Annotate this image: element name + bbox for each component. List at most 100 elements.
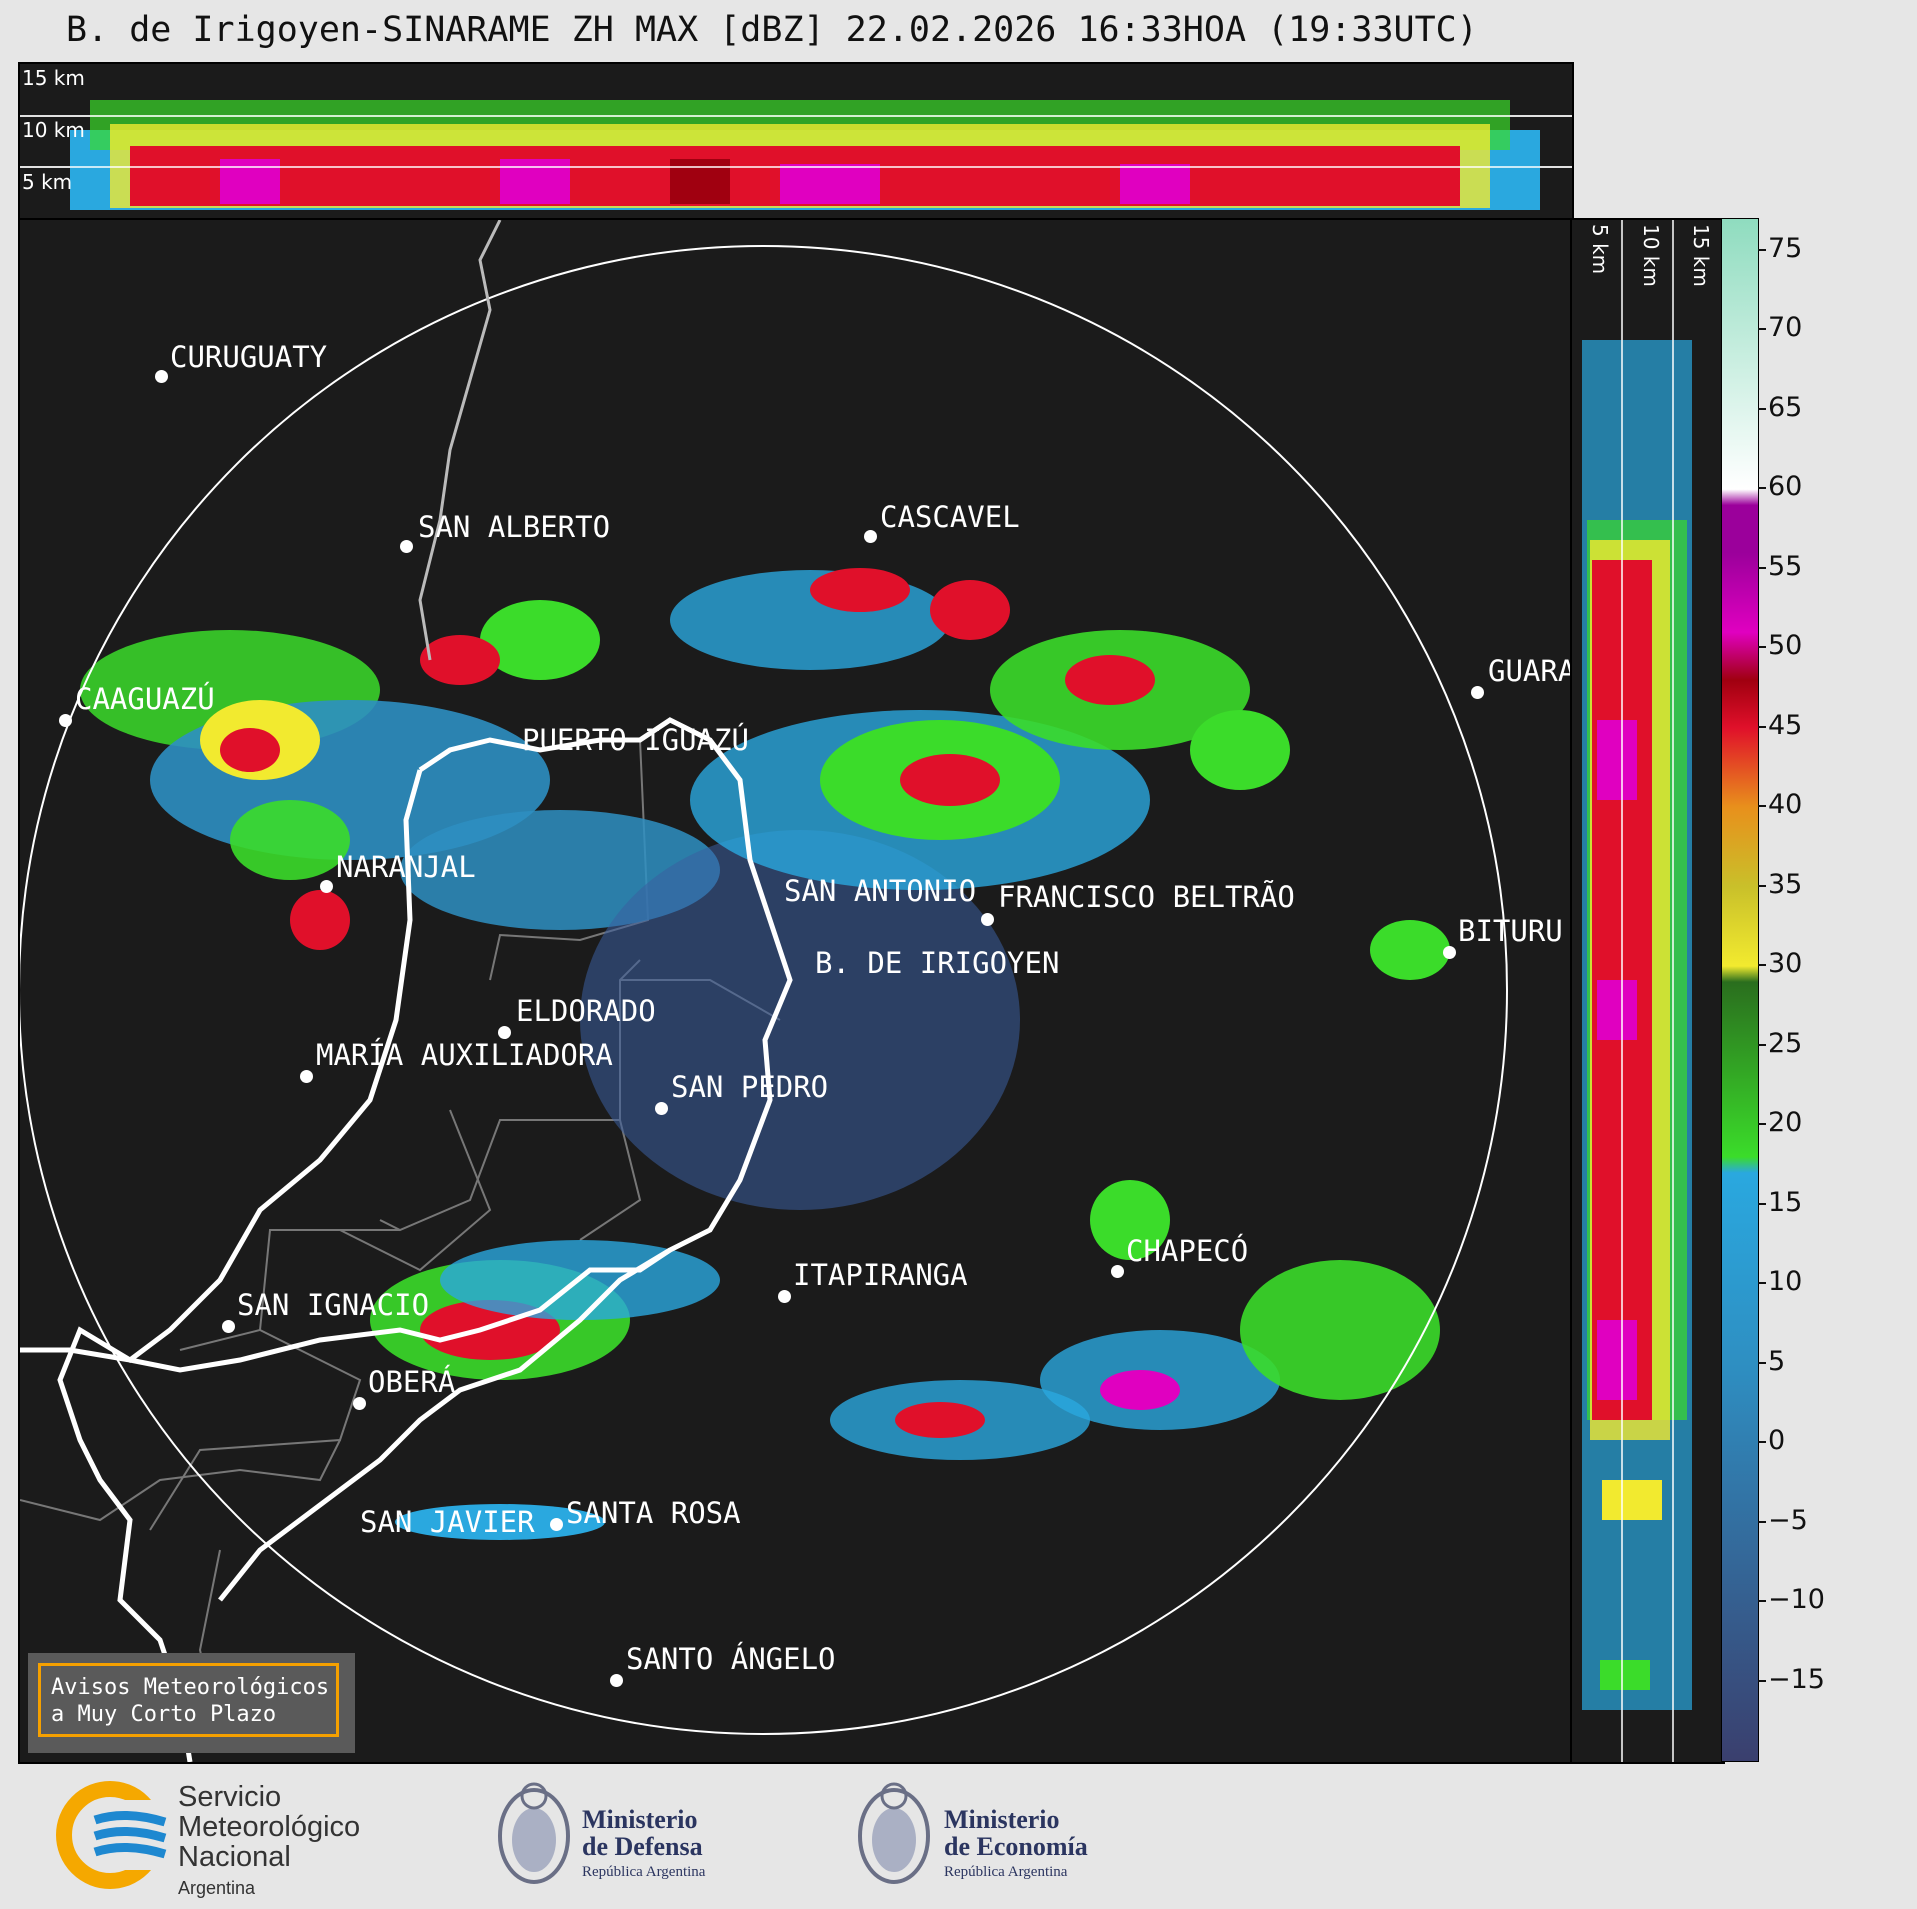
height-label-15km: 15 km <box>22 66 85 90</box>
colorbar-tick-mark <box>1758 884 1766 887</box>
colorbar-tick-label: 40 <box>1768 789 1803 821</box>
city-label-guara: GUARA <box>1488 654 1574 688</box>
colorbar-tick-label: 50 <box>1768 630 1803 662</box>
international-border <box>57 769 423 1762</box>
colorbar-tick-mark <box>1758 1361 1766 1364</box>
side-height-label-15km: 15 km <box>1689 224 1713 287</box>
colorbar-tick-mark <box>1758 1202 1766 1205</box>
defensa-line1: Ministerio <box>582 1805 698 1834</box>
economia-line1: Ministerio <box>944 1805 1060 1834</box>
colorbar-tick-label: −5 <box>1768 1504 1808 1536</box>
river-uruguay <box>218 1247 672 1602</box>
city-label-eldorado: ELDORADO <box>516 994 656 1028</box>
smn-line1: Servicio <box>178 1781 282 1813</box>
city-dot-eldorado <box>498 1026 511 1039</box>
avisos-box: Avisos Meteorológicos a Muy Corto Plazo <box>38 1663 339 1737</box>
radar-map[interactable]: CURUGUATY SAN ALBERTO CASCAVEL CAAGUAZÚ … <box>18 218 1574 1764</box>
city-label-san-antonio: SAN ANTONIO <box>784 874 977 908</box>
coat-of-arms-icon <box>498 1782 570 1884</box>
colorbar-tick-mark <box>1758 1600 1766 1603</box>
city-label-puerto-iguazu: PUERTO IGUAZÚ <box>522 723 749 757</box>
avisos-line1: Avisos Meteorológicos <box>51 1675 330 1700</box>
colorbar-tick-mark <box>1758 487 1766 490</box>
smn-line3: Nacional <box>178 1841 291 1873</box>
colorbar-tick-label: 45 <box>1768 709 1803 741</box>
colorbar-tick-mark <box>1758 1679 1766 1682</box>
city-dot-caaguazu <box>59 714 72 727</box>
defensa-sub: República Argentina <box>582 1864 706 1880</box>
chart-title: B. de Irigoyen-SINARAME ZH MAX [dBZ] 22.… <box>66 10 1478 50</box>
colorbar-tick-mark <box>1758 646 1766 649</box>
colorbar-tick-mark <box>1758 1123 1766 1126</box>
smn-line4: Argentina <box>178 1878 256 1898</box>
radar-map-canvas <box>20 220 1508 1762</box>
height-label-10km: 10 km <box>22 118 85 142</box>
height-label-5km: 5 km <box>22 170 73 194</box>
colorbar-tick-label: −15 <box>1768 1663 1825 1695</box>
colorbar-tick-mark <box>1758 725 1766 728</box>
city-dot-santo-angelo <box>610 1674 623 1687</box>
economia-line2: de Economía <box>944 1832 1088 1861</box>
city-dot-santa-rosa <box>550 1518 563 1531</box>
colorbar-tick-label: 65 <box>1768 391 1803 423</box>
city-label-francisco-beltrao: FRANCISCO BELTRÃO <box>998 880 1295 914</box>
side-cross-section-echoes <box>1582 220 1692 1762</box>
city-dot-san-ignacio <box>222 1320 235 1333</box>
colorbar-tick-label: 60 <box>1768 471 1803 503</box>
colorbar-tick-label: −10 <box>1768 1584 1825 1616</box>
colorbar-tick-mark <box>1758 328 1766 331</box>
city-label-san-javier: SAN JAVIER <box>360 1505 535 1539</box>
city-label-itapiranga: ITAPIRANGA <box>793 1258 968 1292</box>
smn-line2: Meteorológico <box>178 1811 361 1843</box>
colorbar-tick-label: 10 <box>1768 1266 1803 1298</box>
city-dot-itapiranga <box>778 1290 791 1303</box>
colorbar-tick-mark <box>1758 1441 1766 1444</box>
defensa-line2: de Defensa <box>582 1832 703 1861</box>
city-dot-chapeco <box>1111 1265 1124 1278</box>
city-label-san-alberto: SAN ALBERTO <box>418 510 611 544</box>
city-dot-san-alberto <box>400 540 413 553</box>
colorbar <box>1721 218 1759 1762</box>
colorbar-tick-label: 15 <box>1768 1186 1803 1218</box>
colorbar-tick-mark <box>1758 566 1766 569</box>
city-dot-maria-auxiliadora <box>300 1070 313 1083</box>
colorbar-tick-mark <box>1758 1282 1766 1285</box>
city-label-maria-auxiliadora: MARÍA AUXILIADORA <box>316 1038 613 1072</box>
avisos-button[interactable]: Avisos Meteorológicos a Muy Corto Plazo <box>28 1653 355 1753</box>
colorbar-tick-mark <box>1758 1520 1766 1523</box>
side-cross-section: 5 km 10 km 15 km <box>1570 218 1725 1764</box>
smn-logo-icon <box>56 1781 175 1889</box>
city-dot-san-pedro <box>655 1102 668 1115</box>
colorbar-tick-mark <box>1758 805 1766 808</box>
footer: Servicio Meteorológico Nacional Argentin… <box>0 1762 1917 1909</box>
city-dot-naranjal <box>320 880 333 893</box>
colorbar-tick-label: 55 <box>1768 550 1803 582</box>
city-label-san-ignacio: SAN IGNACIO <box>237 1288 430 1322</box>
colorbar-tick-label: 5 <box>1768 1345 1786 1377</box>
colorbar-tick-label: 70 <box>1768 312 1803 344</box>
city-dot-guara <box>1471 686 1484 699</box>
colorbar-tick-label: 30 <box>1768 948 1803 980</box>
colorbar-tick-mark <box>1758 407 1766 410</box>
city-label-caaguazu: CAAGUAZÚ <box>75 682 215 716</box>
colorbar-tick-mark <box>1758 248 1766 251</box>
colorbar-tick-label: 0 <box>1768 1425 1786 1457</box>
city-label-chapeco: CHAPECÓ <box>1126 1234 1249 1268</box>
city-label-curuguaty: CURUGUATY <box>170 340 328 374</box>
avisos-line2: a Muy Corto Plazo <box>51 1702 277 1727</box>
city-label-naranjal: NARANJAL <box>336 850 476 884</box>
city-dot-obera <box>353 1397 366 1410</box>
radar-echoes <box>80 568 1450 1540</box>
city-label-b-de-irigoyen: B. DE IRIGOYEN <box>815 946 1060 980</box>
top-cross-section: 15 km 10 km 5 km <box>18 62 1574 220</box>
city-label-santa-rosa: SANTA ROSA <box>566 1496 741 1530</box>
city-label-cascavel: CASCAVEL <box>880 500 1020 534</box>
city-dot-curuguaty <box>155 370 168 383</box>
colorbar-tick-label: 35 <box>1768 868 1803 900</box>
city-dot-cascavel <box>864 530 877 543</box>
city-dot-francisco-beltrao <box>981 913 994 926</box>
city-label-bituru: BITURU <box>1458 914 1563 948</box>
city-label-obera: OBERÁ <box>368 1365 456 1399</box>
colorbar-tick-label: 25 <box>1768 1027 1803 1059</box>
river-north <box>418 220 502 661</box>
